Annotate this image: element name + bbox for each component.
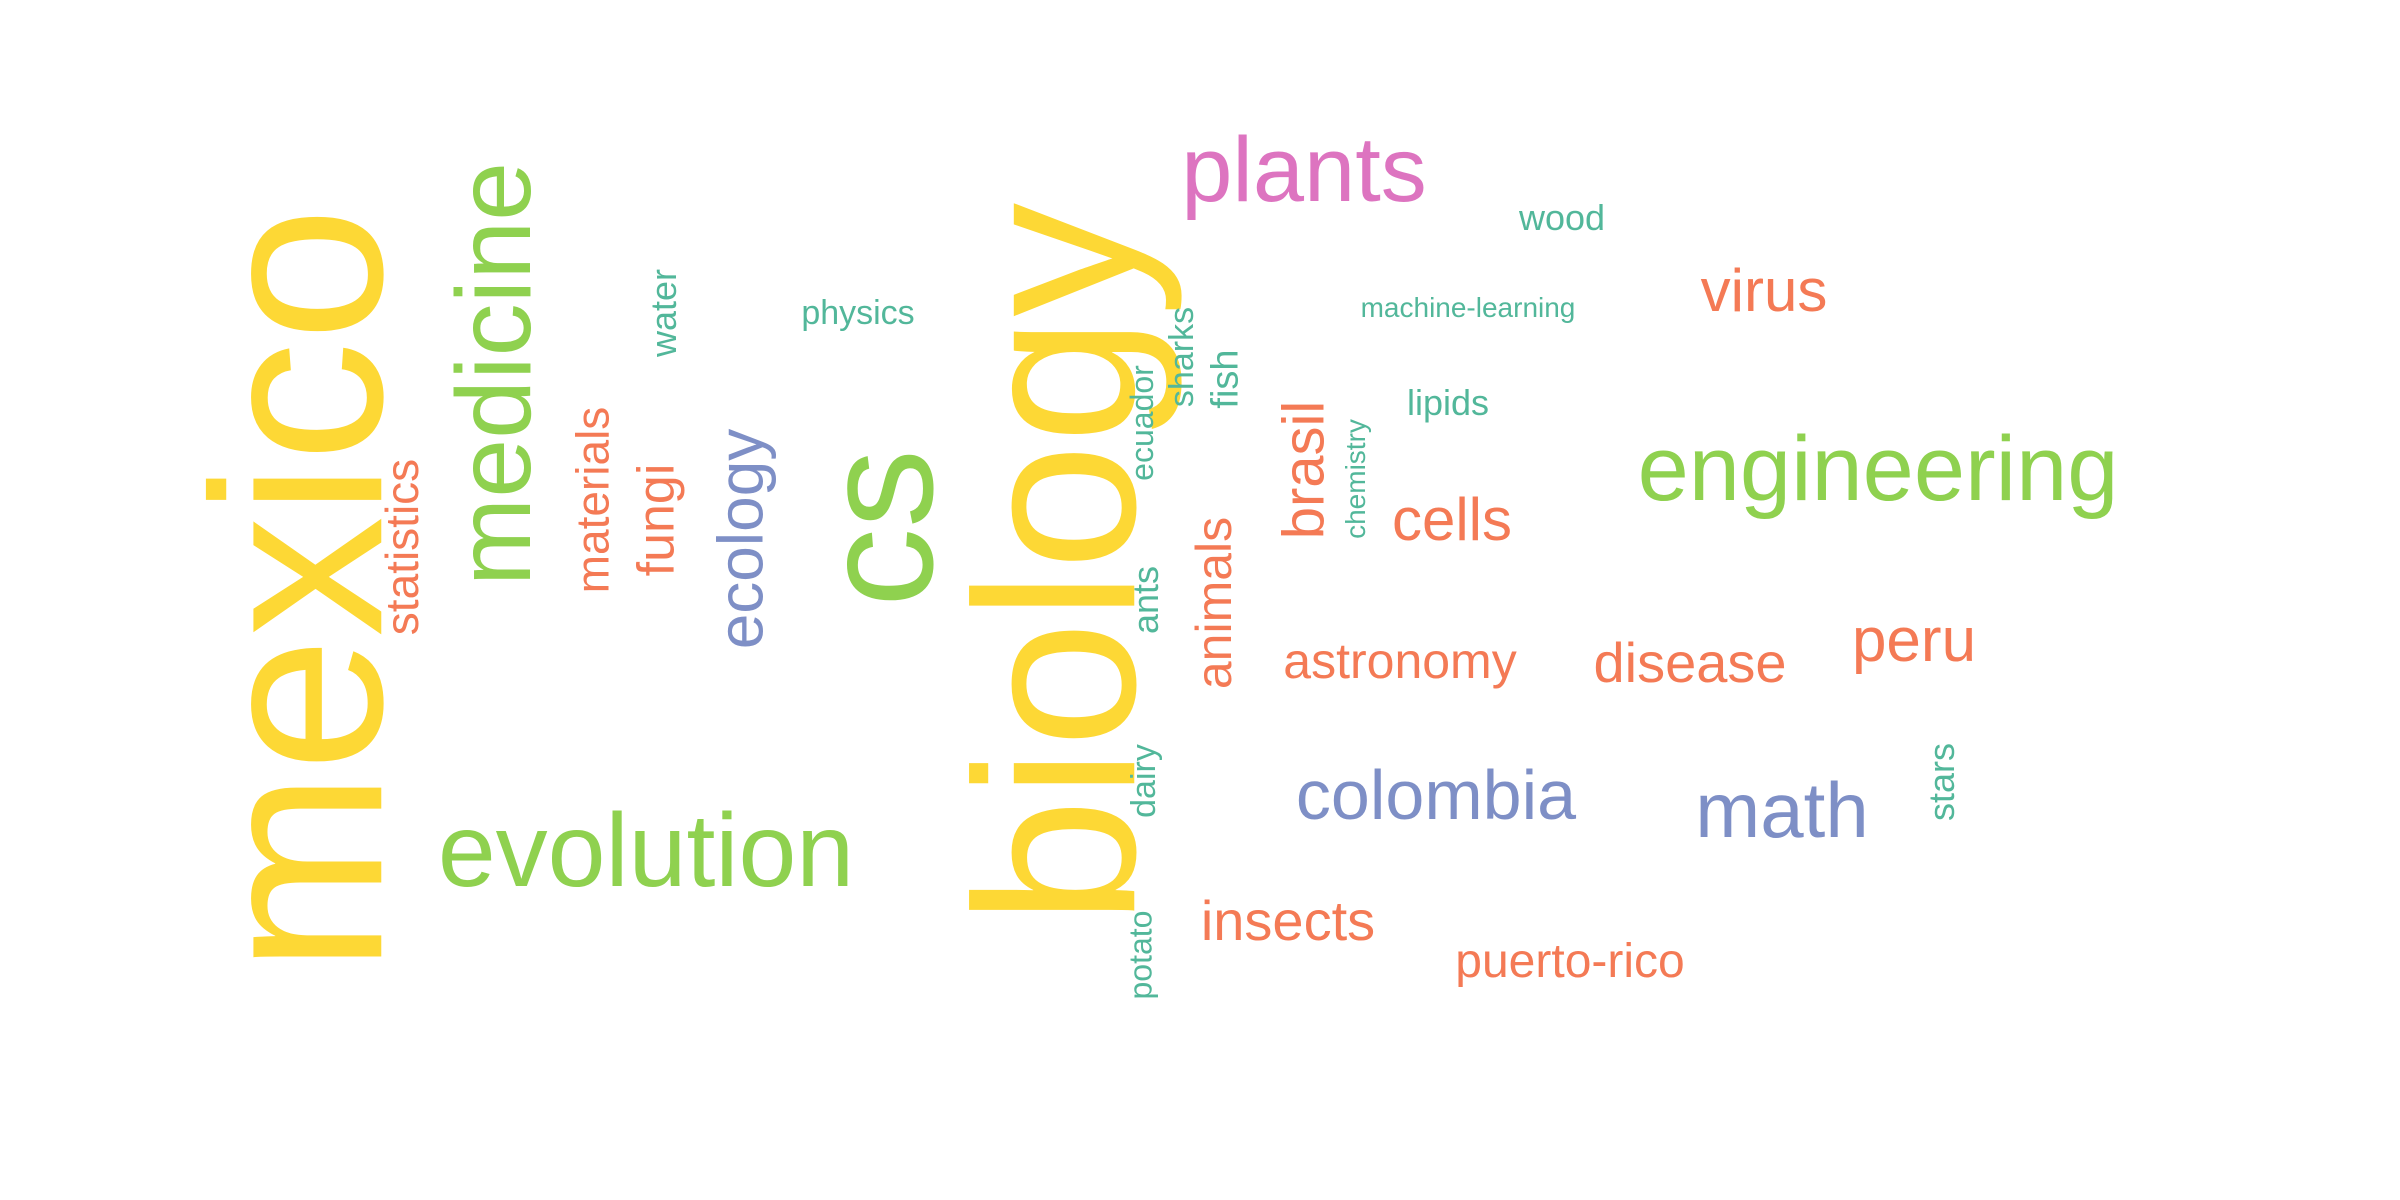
- word-materials: materials: [565, 406, 618, 594]
- word-disease: disease: [1593, 631, 1787, 694]
- word-animals: animals: [1185, 516, 1242, 690]
- word-machine-learning: machine-learning: [1360, 292, 1576, 323]
- word-puerto-rico: puerto-rico: [1455, 935, 1685, 988]
- word-insects: insects: [1200, 889, 1376, 952]
- word-physics: physics: [801, 294, 915, 332]
- word-fish: fish: [1204, 349, 1247, 409]
- word-engineering: engineering: [1637, 418, 2119, 520]
- word-statistics: statistics: [376, 458, 428, 636]
- word-ecuador: ecuador: [1123, 365, 1160, 481]
- word-ants: ants: [1124, 565, 1166, 635]
- word-chemistry: chemistry: [1339, 419, 1371, 539]
- word-cs: cs: [790, 449, 966, 607]
- word-evolution: evolution: [437, 793, 855, 909]
- word-lipids: lipids: [1406, 382, 1490, 423]
- word-plants: plants: [1181, 119, 1427, 221]
- word-dairy: dairy: [1124, 744, 1163, 818]
- word-potato: potato: [1122, 910, 1158, 1000]
- word-stars: stars: [1920, 742, 1962, 822]
- word-virus: virus: [1700, 257, 1828, 324]
- word-ecology: ecology: [704, 428, 776, 650]
- word-astronomy: astronomy: [1283, 633, 1517, 689]
- word-brasil: brasil: [1270, 400, 1336, 540]
- word-sharks: sharks: [1162, 306, 1201, 408]
- word-fungi: fungi: [626, 463, 685, 577]
- word-medicine: medicine: [435, 161, 553, 587]
- word-peru: peru: [1851, 606, 1977, 675]
- word-wood: wood: [1518, 197, 1606, 238]
- word-cells: cells: [1391, 486, 1513, 553]
- word-colombia: colombia: [1295, 756, 1577, 834]
- word-math: math: [1695, 766, 1869, 854]
- word-water: water: [643, 268, 684, 358]
